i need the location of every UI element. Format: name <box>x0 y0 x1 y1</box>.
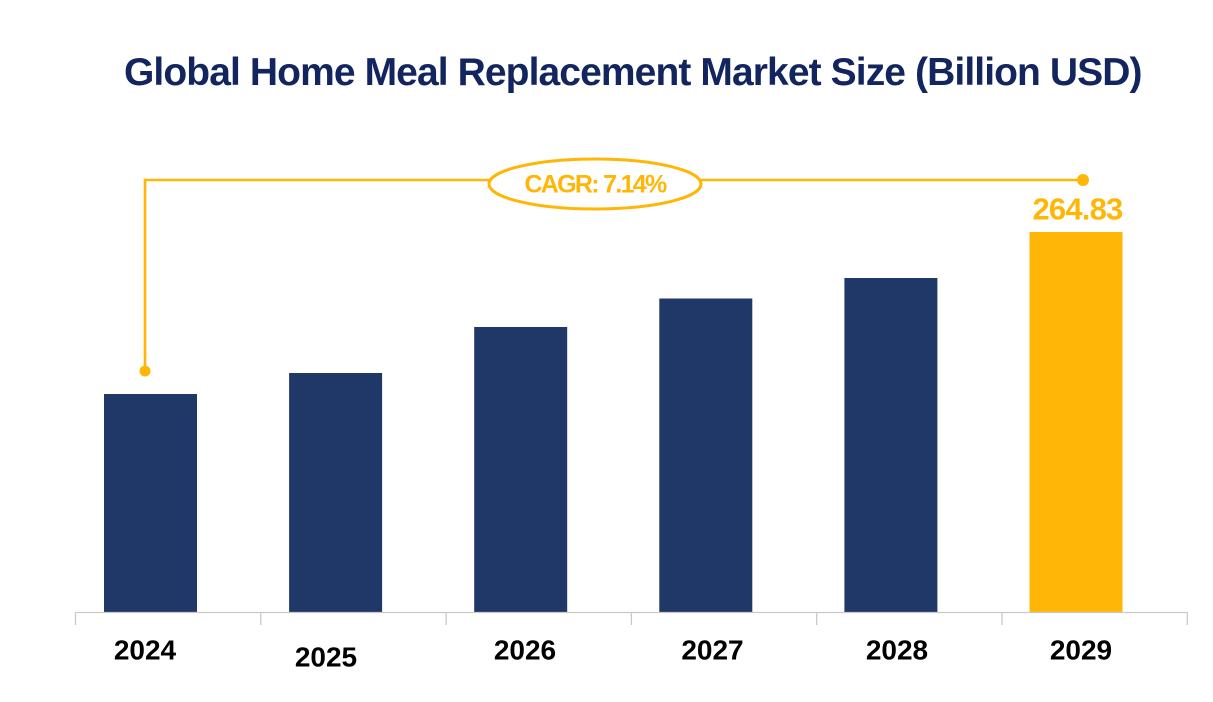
svg-text:2027: 2027 <box>681 635 743 666</box>
svg-text:2029: 2029 <box>1050 635 1112 666</box>
svg-text:CAGR: 7.14%: CAGR: 7.14% <box>524 171 667 199</box>
svg-text:264.83: 264.83 <box>1032 192 1123 227</box>
svg-text:2024: 2024 <box>114 635 177 666</box>
svg-text:2025: 2025 <box>295 642 357 673</box>
svg-text:2028: 2028 <box>866 635 928 666</box>
svg-text:2026: 2026 <box>494 635 556 666</box>
